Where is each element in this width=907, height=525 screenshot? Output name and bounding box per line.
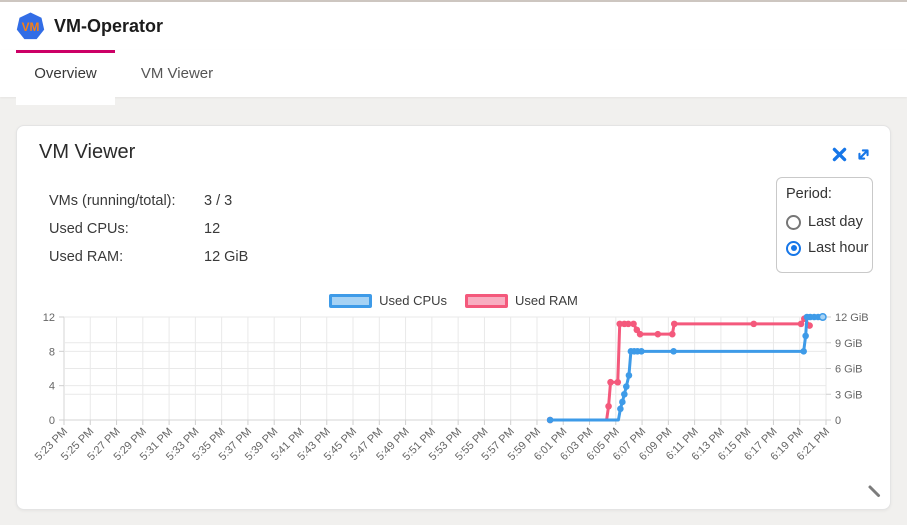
widget-actions [831,146,872,163]
usage-chart: 5:23 PM5:25 PM5:27 PM5:29 PM5:31 PM5:33 … [33,312,869,463]
chart-grid: 5:23 PM5:25 PM5:27 PM5:29 PM5:31 PM5:33 … [33,312,869,463]
tab-vm-viewer[interactable]: VM Viewer [115,50,239,97]
data-point [636,330,644,338]
y-left-tick-label: 0 [49,415,55,427]
app-header: VM VM-Operator [0,2,907,50]
radio-last-day-circle[interactable] [786,214,801,230]
period-label: Period: [786,186,832,202]
stat-ram-row: Used RAM: 12 GiB [49,243,248,271]
tab-overview[interactable]: Overview [16,50,115,105]
window-top-border [0,0,907,2]
data-point [624,320,632,328]
legend-used-cpus[interactable]: Used CPUs [329,293,447,308]
vm-operator-logo-icon: VM [16,12,45,39]
legend-used-ram-label: Used RAM [515,293,578,308]
y-right-tick-label: 9 GiB [835,338,863,350]
period-panel: Period: Last day Last hour [776,177,873,273]
data-point [638,348,645,355]
radio-last-day[interactable]: Last day [786,209,872,235]
tab-overview-label: Overview [34,65,97,82]
stat-vms-value: 3 / 3 [204,193,233,209]
data-point [546,416,554,424]
data-point [800,348,807,355]
radio-last-day-label: Last day [808,214,863,230]
stat-vms-row: VMs (running/total): 3 / 3 [49,187,248,215]
legend-used-ram-swatch [465,293,509,308]
y-left-tick-label: 4 [49,381,55,393]
radio-last-hour[interactable]: Last hour [786,235,872,261]
y-left-tick-label: 8 [49,346,55,358]
radio-last-hour-circle[interactable] [786,240,801,256]
y-left-tick-label: 12 [43,312,55,324]
data-point [605,402,612,410]
chart-legend: Used CPUs Used RAM [17,293,890,308]
vm-viewer-widget: VM Viewer VMs (running/total): 3 / 3 Use… [16,125,891,510]
data-point [623,383,630,390]
series-used-cpus [546,312,827,424]
data-point [802,332,809,340]
data-point [668,330,676,338]
data-point [607,378,614,386]
widget-title: VM Viewer [39,141,136,163]
vm-stats: VMs (running/total): 3 / 3 Used CPUs: 12… [49,187,248,271]
data-point [630,320,637,328]
resize-handle-icon[interactable] [866,483,882,499]
logo-vm-text: VM [22,20,40,34]
tabbar: Overview VM Viewer [0,50,907,105]
data-point [750,320,758,328]
data-point [619,398,626,406]
data-point [617,405,624,413]
data-point [621,390,628,398]
y-right-tick-label: 12 GiB [835,312,869,324]
stat-ram-label: Used RAM: [49,249,124,265]
data-point [616,320,624,328]
data-point [670,348,677,355]
expand-icon[interactable] [855,146,872,163]
y-right-tick-label: 0 [835,415,841,427]
data-point [625,372,633,379]
stat-vms-label: VMs (running/total): [49,193,176,209]
legend-used-ram[interactable]: Used RAM [465,293,578,308]
tab-vm-viewer-label: VM Viewer [140,65,214,82]
app-title: VM-Operator [54,15,164,36]
legend-used-cpus-swatch [329,293,373,308]
stat-cpus-row: Used CPUs: 12 [49,215,248,243]
y-right-tick-label: 3 GiB [835,389,863,401]
radio-last-hour-label: Last hour [808,240,869,256]
data-point [818,312,827,322]
stat-cpus-label: Used CPUs: [49,221,129,237]
stat-cpus-value: 12 [204,221,221,237]
legend-used-cpus-label: Used CPUs [379,293,448,308]
data-point [654,330,662,338]
data-point [670,320,678,328]
y-right-tick-label: 6 GiB [835,364,863,376]
data-point [797,320,805,328]
data-point [614,378,622,386]
stat-ram-value: 12 GiB [204,249,249,265]
close-icon[interactable] [831,146,848,163]
